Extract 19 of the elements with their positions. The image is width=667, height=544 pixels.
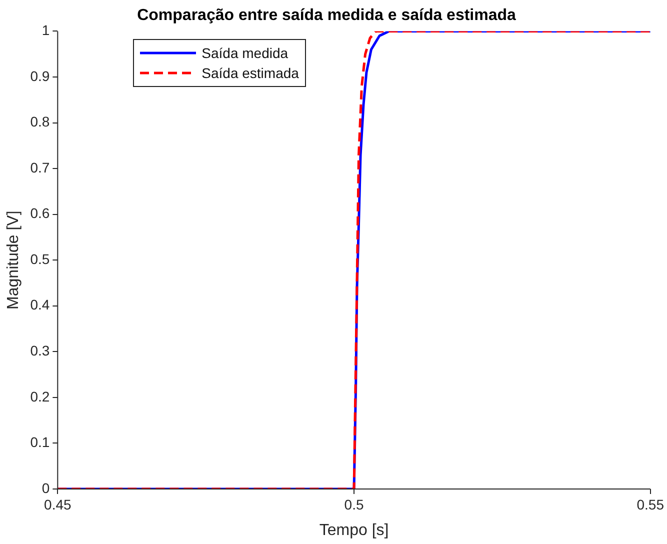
y-tick-label: 1 bbox=[42, 22, 50, 38]
x-tick-label: 0.45 bbox=[44, 496, 72, 512]
y-tick-label: 0.6 bbox=[30, 205, 50, 222]
y-tick-label: 0.5 bbox=[30, 250, 50, 267]
y-tick-label: 0.8 bbox=[30, 114, 50, 130]
y-tick-label: 0.4 bbox=[30, 296, 50, 313]
y-tick-label: 0.1 bbox=[30, 434, 50, 450]
chart-title: Comparação entre saída medida e saída estimada bbox=[137, 7, 516, 24]
x-tick-label: 0.5 bbox=[344, 496, 364, 512]
legend-label: Saída medida bbox=[202, 45, 288, 62]
x-tick-label: 0.55 bbox=[636, 496, 664, 512]
y-tick-label: 0.9 bbox=[30, 68, 50, 84]
x-axis-title: Tempo [s] bbox=[319, 522, 389, 539]
y-tick-label: 0.3 bbox=[30, 342, 50, 359]
y-tick-label: 0 bbox=[42, 480, 50, 496]
legend-label: Saída estimada bbox=[202, 65, 299, 82]
y-tick-label: 0.2 bbox=[30, 388, 50, 404]
y-axis-title: Magnitude [V] bbox=[5, 210, 22, 310]
y-tick-label: 0.7 bbox=[30, 159, 50, 176]
